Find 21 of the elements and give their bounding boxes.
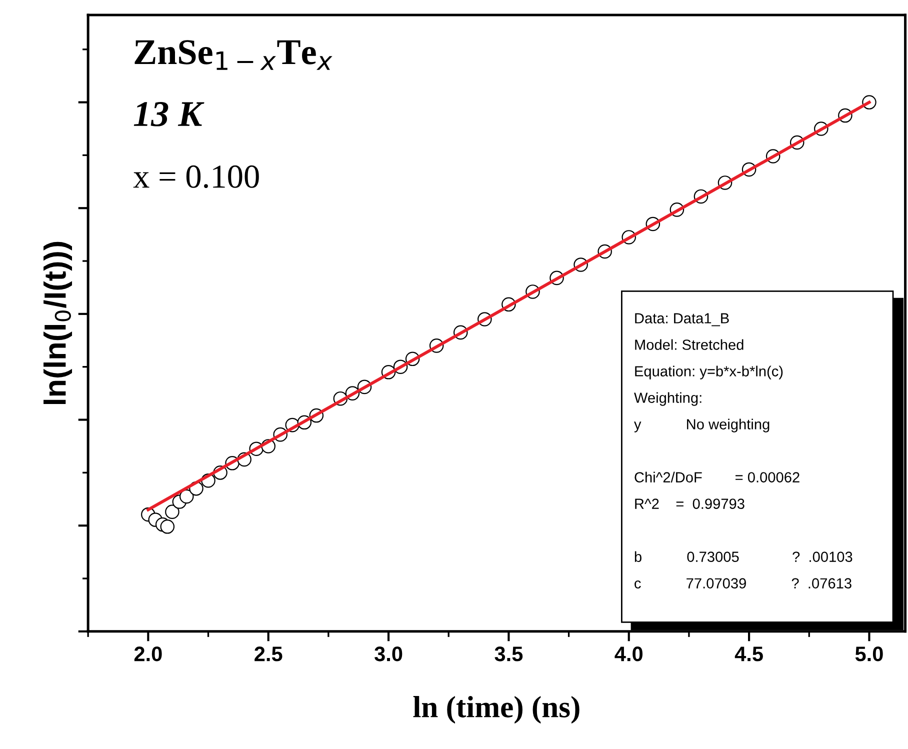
x-tick-label: 5.0 (855, 646, 883, 662)
annotation: Model: Stretched (635, 339, 744, 350)
x-tick-label: 3.0 (374, 646, 402, 662)
annotation: c 77.07039 ? .07613 (634, 578, 852, 588)
x-tick-label: 4.5 (734, 646, 763, 662)
annotation: Data: Data1_B (635, 313, 729, 326)
annotation: Weighting: (634, 392, 702, 406)
x-tick-label: 4.0 (614, 646, 642, 662)
annotation: y No weighting (634, 418, 770, 432)
x-axis-title: ln (time) (ns) (413, 696, 580, 724)
annotation: b 0.73005 ? .00103 (634, 551, 852, 562)
x-tick-label: 2.5 (254, 646, 282, 662)
y-axis-title: ln(ln(I$_{0}$/I(t))) (44, 242, 72, 404)
annotation: 13 K (134, 102, 204, 126)
annotation: Chi^2/DoF = 0.00062 (634, 472, 800, 482)
x-tick-label: 3.5 (494, 646, 523, 662)
annotation: x = 0.100 (133, 165, 259, 188)
x-tick-label: 2.0 (134, 646, 162, 662)
annotation: Equation: y=b*x-b*ln(c) (635, 366, 783, 380)
annotation: R^2 = 0.99793 (635, 498, 744, 509)
text: ZnSe$_{1−x}$Te$_{x}$ (134, 40, 332, 70)
